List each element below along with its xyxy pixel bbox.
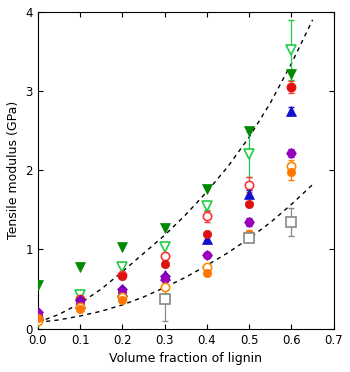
X-axis label: Volume fraction of lignin: Volume fraction of lignin	[109, 352, 262, 365]
Y-axis label: Tensile modulus (GPa): Tensile modulus (GPa)	[7, 101, 20, 240]
